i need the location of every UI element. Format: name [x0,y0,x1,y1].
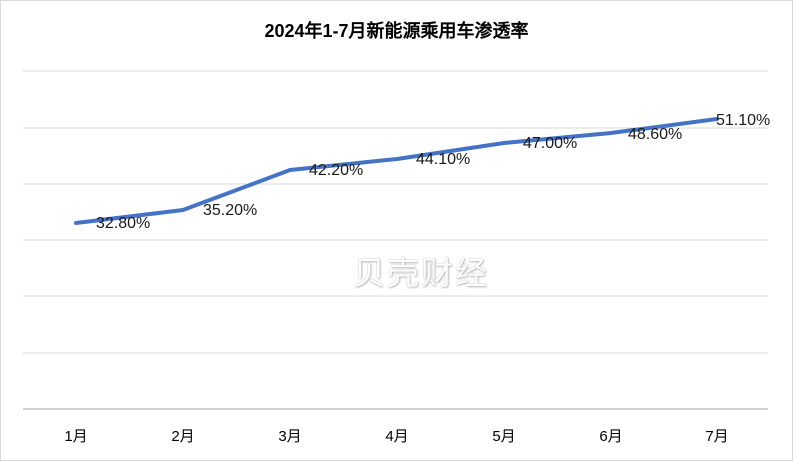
x-tick-label: 7月 [705,428,729,445]
x-tick-label: 6月 [599,428,623,445]
data-label: 35.20% [203,202,258,219]
data-label: 47.00% [523,135,578,152]
gridlines [23,70,768,354]
data-label: 32.80% [96,215,151,232]
x-tick-label: 5月 [492,428,516,445]
series-line [74,117,719,225]
x-tick-label: 4月 [385,428,409,445]
data-label: 42.20% [309,162,364,179]
x-tick-label: 2月 [171,428,195,445]
data-label: 44.10% [416,151,471,168]
chart-title: 2024年1-7月新能源乘用车渗透率 [264,21,529,41]
data-label: 51.10% [716,112,771,129]
x-tick-label: 3月 [278,428,302,445]
x-tick-label: 1月 [64,428,88,445]
watermark: 贝壳财经 [353,255,490,291]
data-label: 48.60% [628,126,683,143]
